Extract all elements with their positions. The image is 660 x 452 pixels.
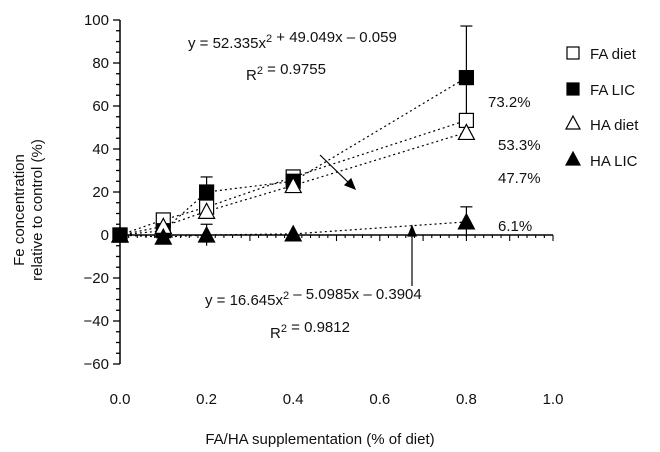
legend-marker-ha-diet: [564, 114, 582, 130]
arrow-lower-head: [407, 224, 417, 237]
trend-lines: [119, 77, 467, 238]
legend-marker-ha-lic: [564, 150, 582, 166]
legend: FA diet FA LIC HA diet HA LIC: [564, 46, 639, 170]
y-tick-label: −40: [84, 313, 109, 330]
error-bars: [200, 25, 473, 246]
x-tick-label: 1.0: [543, 391, 564, 408]
annotation-arrows: [319, 154, 417, 286]
legend-label-fa-diet: FA diet: [590, 46, 637, 63]
x-tick-label: 0.2: [196, 391, 217, 408]
y-tick-label: −60: [84, 356, 109, 373]
point-ha-lic: [111, 225, 129, 243]
x-tick-label: 0.0: [110, 391, 131, 408]
y-axis-title-line1: Fe concentration: [11, 154, 28, 266]
data-markers: [111, 70, 476, 245]
y-tick-label: 0: [101, 227, 109, 244]
axes: −60 −40 −20 0 20 40 60 80 100 0.0 0.2 0.4 0.6 0.8 1.0: [84, 12, 564, 408]
r2-lower: R2 = 0.9812: [270, 319, 350, 342]
equation-upper: y = 52.335x2 + 49.049x – 0.059: [188, 29, 397, 52]
point-fa-lic: [458, 70, 474, 86]
legend-label-fa-lic: FA LIC: [590, 82, 635, 99]
x-tick-label: 0.8: [456, 391, 477, 408]
y-tick-label: 100: [84, 12, 109, 29]
legend-label-ha-lic: HA LIC: [590, 153, 638, 170]
point-fa-lic: [199, 184, 215, 200]
point-ha-lic: [154, 227, 173, 245]
label-ha-diet: 47.7%: [498, 170, 541, 187]
y-tick-label: 20: [92, 184, 109, 201]
y-axis-title-line2: relative to control (%): [29, 139, 46, 281]
y-tick-label: 40: [92, 141, 109, 158]
y-tick-label: 60: [92, 98, 109, 115]
x-tick-label: 0.6: [369, 391, 390, 408]
point-ha-lic: [197, 225, 216, 243]
point-ha-lic: [457, 212, 476, 230]
point-ha-diet: [284, 176, 303, 194]
point-ha-diet: [457, 123, 476, 141]
label-ha-lic: 6.1%: [498, 218, 532, 235]
arrow-upper: [319, 154, 352, 186]
y-tick-label: 80: [92, 55, 109, 72]
point-ha-diet: [197, 202, 216, 219]
x-tick-label: 0.4: [283, 391, 304, 408]
legend-marker-fa-diet: [566, 46, 580, 60]
label-fa-diet: 53.3%: [498, 137, 541, 154]
x-axis-title: FA/HA supplementation (% of diet): [205, 431, 434, 448]
trend-line-fa-lic: [119, 77, 467, 236]
equation-lower: y = 16.645x2 – 5.0985x – 0.3904: [205, 286, 422, 309]
legend-marker-fa-lic: [566, 82, 580, 96]
r2-upper: R2 = 0.9755: [246, 61, 326, 84]
arrow-upper-head: [343, 177, 357, 191]
label-fa-lic: 73.2%: [488, 94, 531, 111]
legend-label-ha-diet: HA diet: [590, 117, 639, 134]
y-tick-label: −20: [84, 270, 109, 287]
point-ha-lic: [284, 224, 303, 242]
